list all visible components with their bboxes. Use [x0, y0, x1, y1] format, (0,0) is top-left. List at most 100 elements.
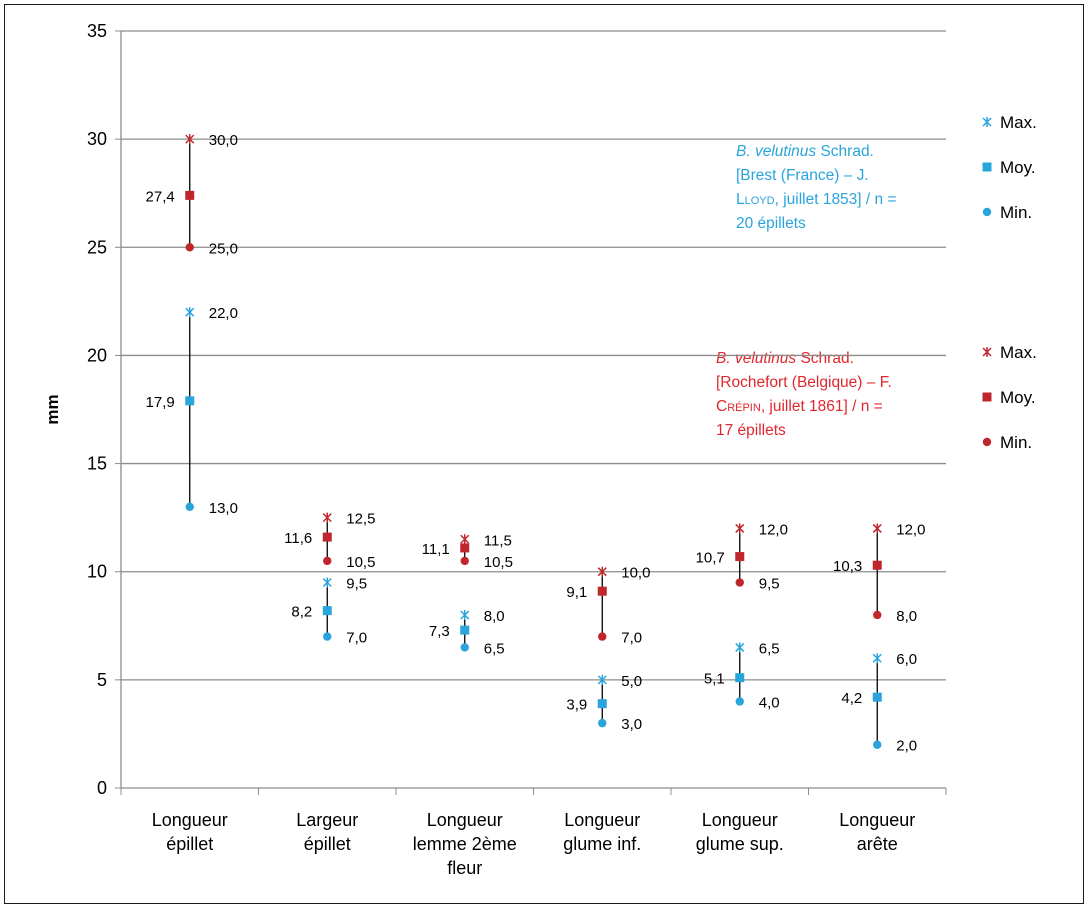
point-brest-circle — [460, 643, 469, 652]
x-category-label-line: arête — [857, 834, 898, 854]
y-tick-label: 35 — [87, 21, 107, 41]
x-category-label: Longueur épillet — [152, 810, 228, 854]
point-brest-square — [735, 673, 745, 683]
legend-label-brest: Moy. — [1000, 158, 1036, 177]
point-rochefort-star — [735, 523, 745, 534]
point-rochefort-square — [735, 552, 745, 562]
data-label-rochefort: 30,0 — [209, 132, 238, 149]
data-label-rochefort: 8,0 — [896, 608, 917, 625]
data-label-rochefort: 25,0 — [209, 240, 238, 257]
data-label-rochefort: 10,5 — [346, 554, 375, 571]
data-label-brest: 8,2 — [291, 604, 312, 621]
point-brest-square — [322, 606, 332, 616]
note-rochefort-count: 17 épillets — [716, 422, 786, 439]
point-rochefort-circle — [598, 632, 607, 641]
point-rochefort-star — [597, 566, 607, 577]
data-label-rochefort: 10,7 — [696, 550, 725, 567]
point-brest-star — [872, 653, 882, 664]
data-label-brest: 4,2 — [841, 690, 862, 707]
data-label-rochefort: 11,1 — [422, 541, 450, 558]
point-rochefort-star — [322, 512, 332, 523]
legend-label-rochefort: Moy. — [1000, 388, 1036, 407]
point-rochefort-square — [185, 190, 195, 200]
note-rochefort-species: B. velutinus — [716, 350, 797, 367]
point-brest-circle — [735, 697, 744, 706]
legend-marker-brest — [982, 207, 992, 217]
point-rochefort-square — [322, 532, 332, 542]
point-brest-circle — [323, 632, 332, 641]
point-rochefort-star — [185, 134, 195, 145]
point-brest-star — [185, 307, 195, 318]
x-category-label: Largeur épillet — [296, 810, 358, 854]
point-rochefort-circle — [873, 610, 882, 620]
point-brest-star — [597, 674, 607, 685]
data-label-brest: 3,0 — [621, 716, 642, 733]
point-brest-circle — [185, 502, 194, 512]
data-label-rochefort: 10,5 — [484, 554, 513, 571]
y-axis-label: mm — [43, 394, 62, 424]
x-category-label-line: Largeur — [296, 810, 358, 830]
note-rochefort-locality: [Rochefort (Belgique) – F. — [716, 374, 892, 391]
data-label-rochefort: 11,5 — [484, 532, 512, 549]
legend-marker-rochefort — [982, 437, 992, 447]
point-rochefort-square — [597, 586, 607, 596]
legend-marker-brest — [982, 117, 992, 127]
x-category-label: Longueur lemme 2ème fleur — [413, 810, 517, 878]
note-rochefort-collector: Crépin — [716, 398, 761, 415]
data-label-rochefort: 9,1 — [566, 584, 587, 601]
data-label-brest: 4,0 — [759, 694, 780, 711]
note-rochefort-date: , juillet 1861] / n = — [760, 398, 883, 415]
note-brest-author: Schrad. — [816, 143, 874, 160]
note-brest-locality: [Brest (France) – J. — [736, 167, 869, 184]
legend-label-brest: Max. — [1000, 113, 1037, 132]
note-rochefort-author: Schrad. — [796, 350, 854, 367]
legend-label-rochefort: Max. — [1000, 343, 1037, 362]
x-category-label-line: glume sup. — [696, 834, 784, 854]
x-category-label-line: épillet — [304, 834, 351, 854]
x-category-label-line: Longueur — [152, 810, 228, 830]
point-rochefort-square — [872, 560, 882, 570]
point-rochefort-circle — [735, 578, 744, 587]
data-label-rochefort: 11,6 — [284, 530, 312, 547]
chart-frame — [4, 4, 1084, 904]
point-rochefort-star — [460, 534, 470, 545]
x-category-label-line: lemme 2ème — [413, 834, 517, 854]
data-label-rochefort: 12,0 — [759, 521, 788, 538]
x-category-label: Longueur glume sup. — [696, 810, 784, 854]
x-category-label-line: Longueur — [564, 810, 640, 830]
y-tick-label: 0 — [97, 778, 107, 798]
data-label-brest: 9,5 — [346, 576, 367, 593]
y-tick-label: 10 — [87, 562, 107, 582]
data-label-rochefort: 9,5 — [759, 576, 780, 593]
data-label-brest: 17,9 — [146, 394, 175, 411]
point-rochefort-square — [460, 543, 470, 553]
y-tick-label: 25 — [87, 237, 107, 257]
point-brest-square — [185, 396, 195, 406]
note-brest-collector: Lloyd — [736, 191, 775, 208]
data-label-brest: 5,1 — [704, 671, 725, 688]
data-label-rochefort: 12,0 — [896, 521, 925, 538]
data-label-brest: 8,0 — [484, 608, 505, 625]
x-category-label-line: glume inf. — [563, 834, 641, 854]
data-label-rochefort: 10,0 — [621, 565, 650, 582]
x-category-label-line: épillet — [166, 834, 213, 854]
note-brest-date: , juillet 1853] / n = — [774, 191, 897, 208]
data-label-rochefort: 27,4 — [146, 188, 175, 205]
legend-note-brest: B. velutinus Schrad. [Brest (France) – J… — [736, 140, 950, 236]
data-label-brest: 7,3 — [429, 623, 450, 640]
x-category-label: Longueur glume inf. — [563, 810, 641, 854]
legend-label-brest: Min. — [1000, 203, 1032, 222]
x-category-label-line: Longueur — [427, 810, 503, 830]
legend-note-rochefort: B. velutinus Schrad. [Rochefort (Belgiqu… — [716, 347, 950, 443]
data-label-brest: 6,5 — [759, 640, 780, 657]
point-brest-square — [460, 625, 470, 635]
data-label-brest: 6,5 — [484, 640, 505, 657]
point-brest-star — [460, 609, 470, 620]
data-label-brest: 2,0 — [896, 738, 917, 755]
point-brest-circle — [598, 718, 607, 728]
legend-marker-rochefort — [982, 347, 992, 357]
y-tick-label: 20 — [87, 345, 107, 365]
note-brest-count: 20 épillets — [736, 215, 806, 232]
data-label-brest: 3,9 — [566, 697, 587, 714]
legend-marker-rochefort — [982, 392, 992, 402]
